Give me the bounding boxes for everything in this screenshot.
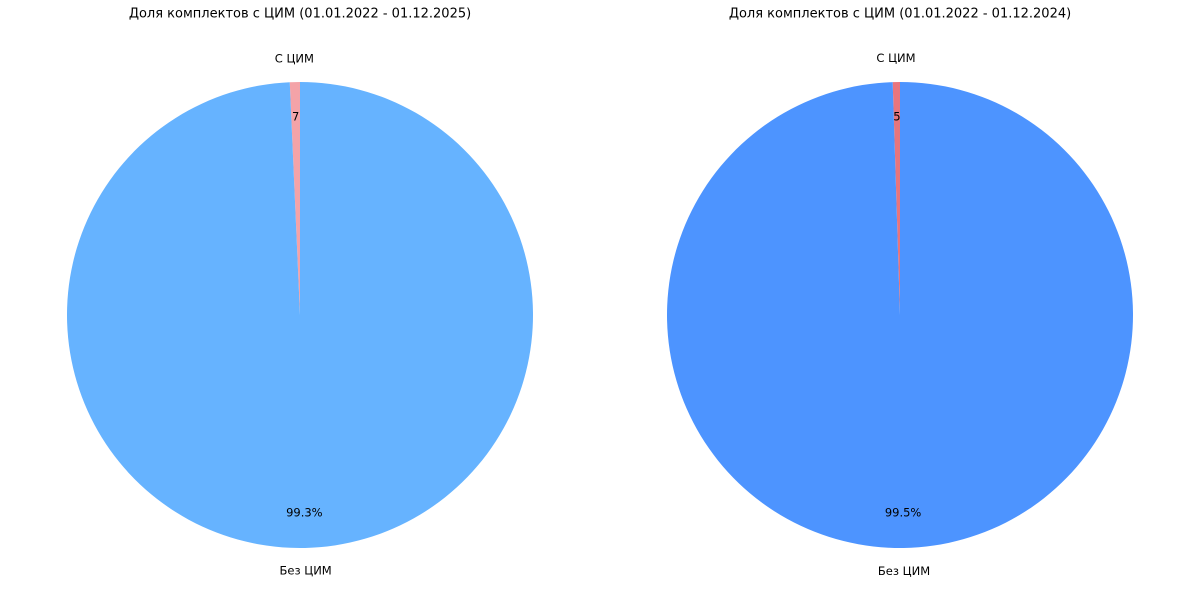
pie-slice bbox=[66, 82, 533, 548]
pie-slice bbox=[892, 82, 900, 315]
slice-label: С ЦИМ bbox=[876, 51, 915, 65]
value-label: 99.5% bbox=[885, 506, 922, 520]
pie-slice bbox=[666, 82, 1133, 548]
pie-slice bbox=[289, 82, 300, 315]
value-label: 99.3% bbox=[286, 506, 323, 520]
slice-label: С ЦИМ bbox=[275, 51, 314, 65]
slice-label: Без ЦИМ bbox=[878, 564, 930, 578]
chart-title: Доля комплектов с ЦИМ (01.01.2022 - 01.1… bbox=[129, 7, 471, 22]
chart-title: Доля комплектов с ЦИМ (01.01.2022 - 01.1… bbox=[729, 7, 1071, 22]
slice-label: Без ЦИМ bbox=[280, 564, 332, 578]
